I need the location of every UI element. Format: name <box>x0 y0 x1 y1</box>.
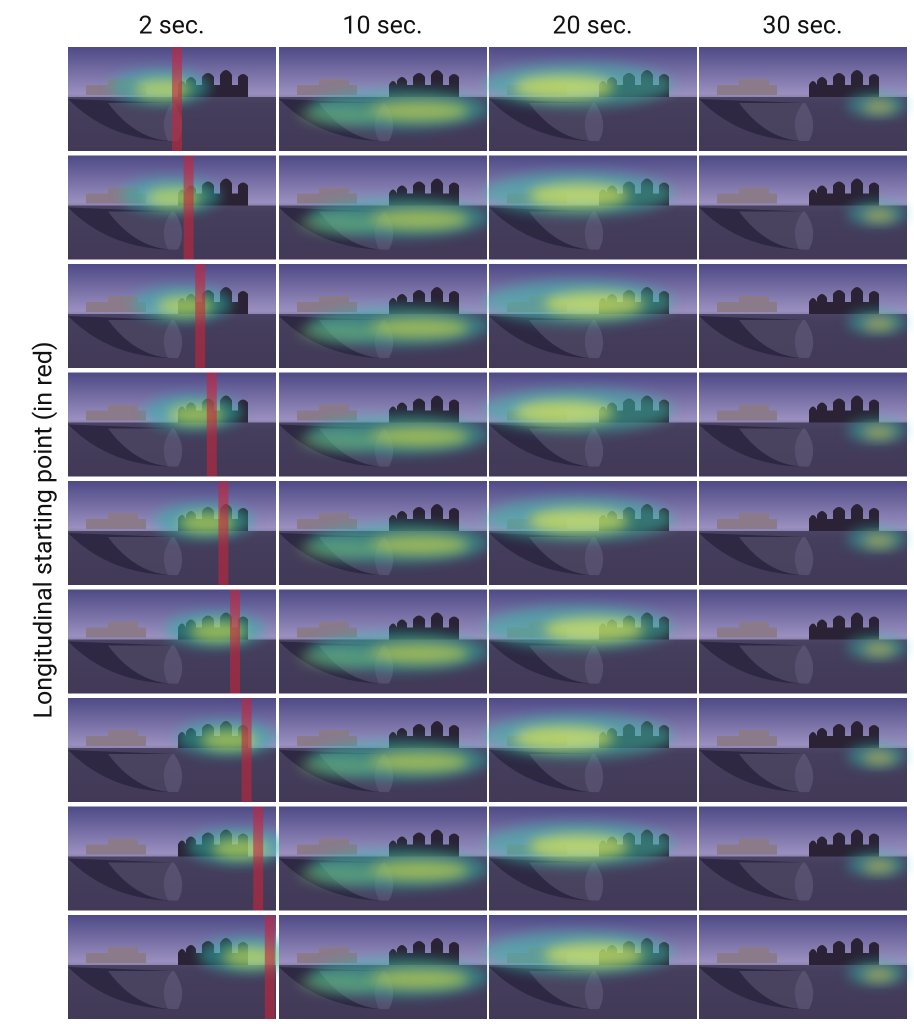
start-marker <box>183 155 194 260</box>
heatmap-panel <box>279 155 489 260</box>
y-axis-label: Longitudinal starting point (in red) <box>30 341 59 718</box>
column-header: 20 sec. <box>552 12 632 41</box>
heatmap-panel <box>279 589 489 694</box>
heatmap-panel <box>68 915 298 1019</box>
heatmap-panel <box>484 47 697 151</box>
start-marker <box>264 915 275 1019</box>
start-marker <box>241 698 252 802</box>
heatmap-panel <box>699 264 907 368</box>
heatmap-panel <box>484 264 697 368</box>
heatmap-panel <box>484 698 697 802</box>
start-marker <box>253 806 264 911</box>
image-grid <box>68 47 907 1019</box>
heatmap-panel <box>484 806 697 911</box>
start-marker <box>218 481 229 585</box>
heatmap-panel <box>68 589 276 694</box>
heatmap-panel <box>279 698 489 802</box>
heatmap-panel <box>699 47 907 151</box>
start-marker <box>206 372 217 477</box>
column-header: 2 sec. <box>138 12 204 41</box>
heatmap-panel <box>699 372 907 477</box>
heatmap-panel <box>68 698 276 802</box>
start-marker <box>172 47 182 151</box>
heatmap-panel <box>699 589 907 694</box>
heatmap-panel <box>68 155 276 260</box>
heatmap-panel <box>484 372 697 477</box>
heatmap-panel <box>699 806 907 911</box>
heatmap-panel <box>279 481 489 585</box>
column-headers: 2 sec. 10 sec. 20 sec. 30 sec. <box>138 12 842 41</box>
heatmap-panel <box>484 155 697 260</box>
heatmap-panel <box>699 155 907 260</box>
heatmap-panel <box>279 806 489 911</box>
heatmap-panel <box>68 372 276 477</box>
heatmap-panel <box>68 264 276 368</box>
heatmap-panel <box>484 915 697 1019</box>
start-marker <box>230 589 240 694</box>
heatmap-panel <box>484 589 697 694</box>
heatmap-panel <box>279 47 489 151</box>
heatmap-panel <box>68 806 287 911</box>
heatmap-panel <box>699 698 907 802</box>
heatmap-panel <box>68 47 276 151</box>
heatmap-panel <box>699 915 907 1019</box>
heatmap-panel <box>484 481 697 585</box>
heatmap-panel <box>279 915 489 1019</box>
heatmap-panel <box>279 264 489 368</box>
column-header: 10 sec. <box>342 12 422 41</box>
heatmap-panel <box>699 481 907 585</box>
heatmap-panel <box>279 372 489 477</box>
column-header: 30 sec. <box>762 12 842 41</box>
heatmap-panel <box>68 481 276 585</box>
start-marker <box>195 264 206 368</box>
